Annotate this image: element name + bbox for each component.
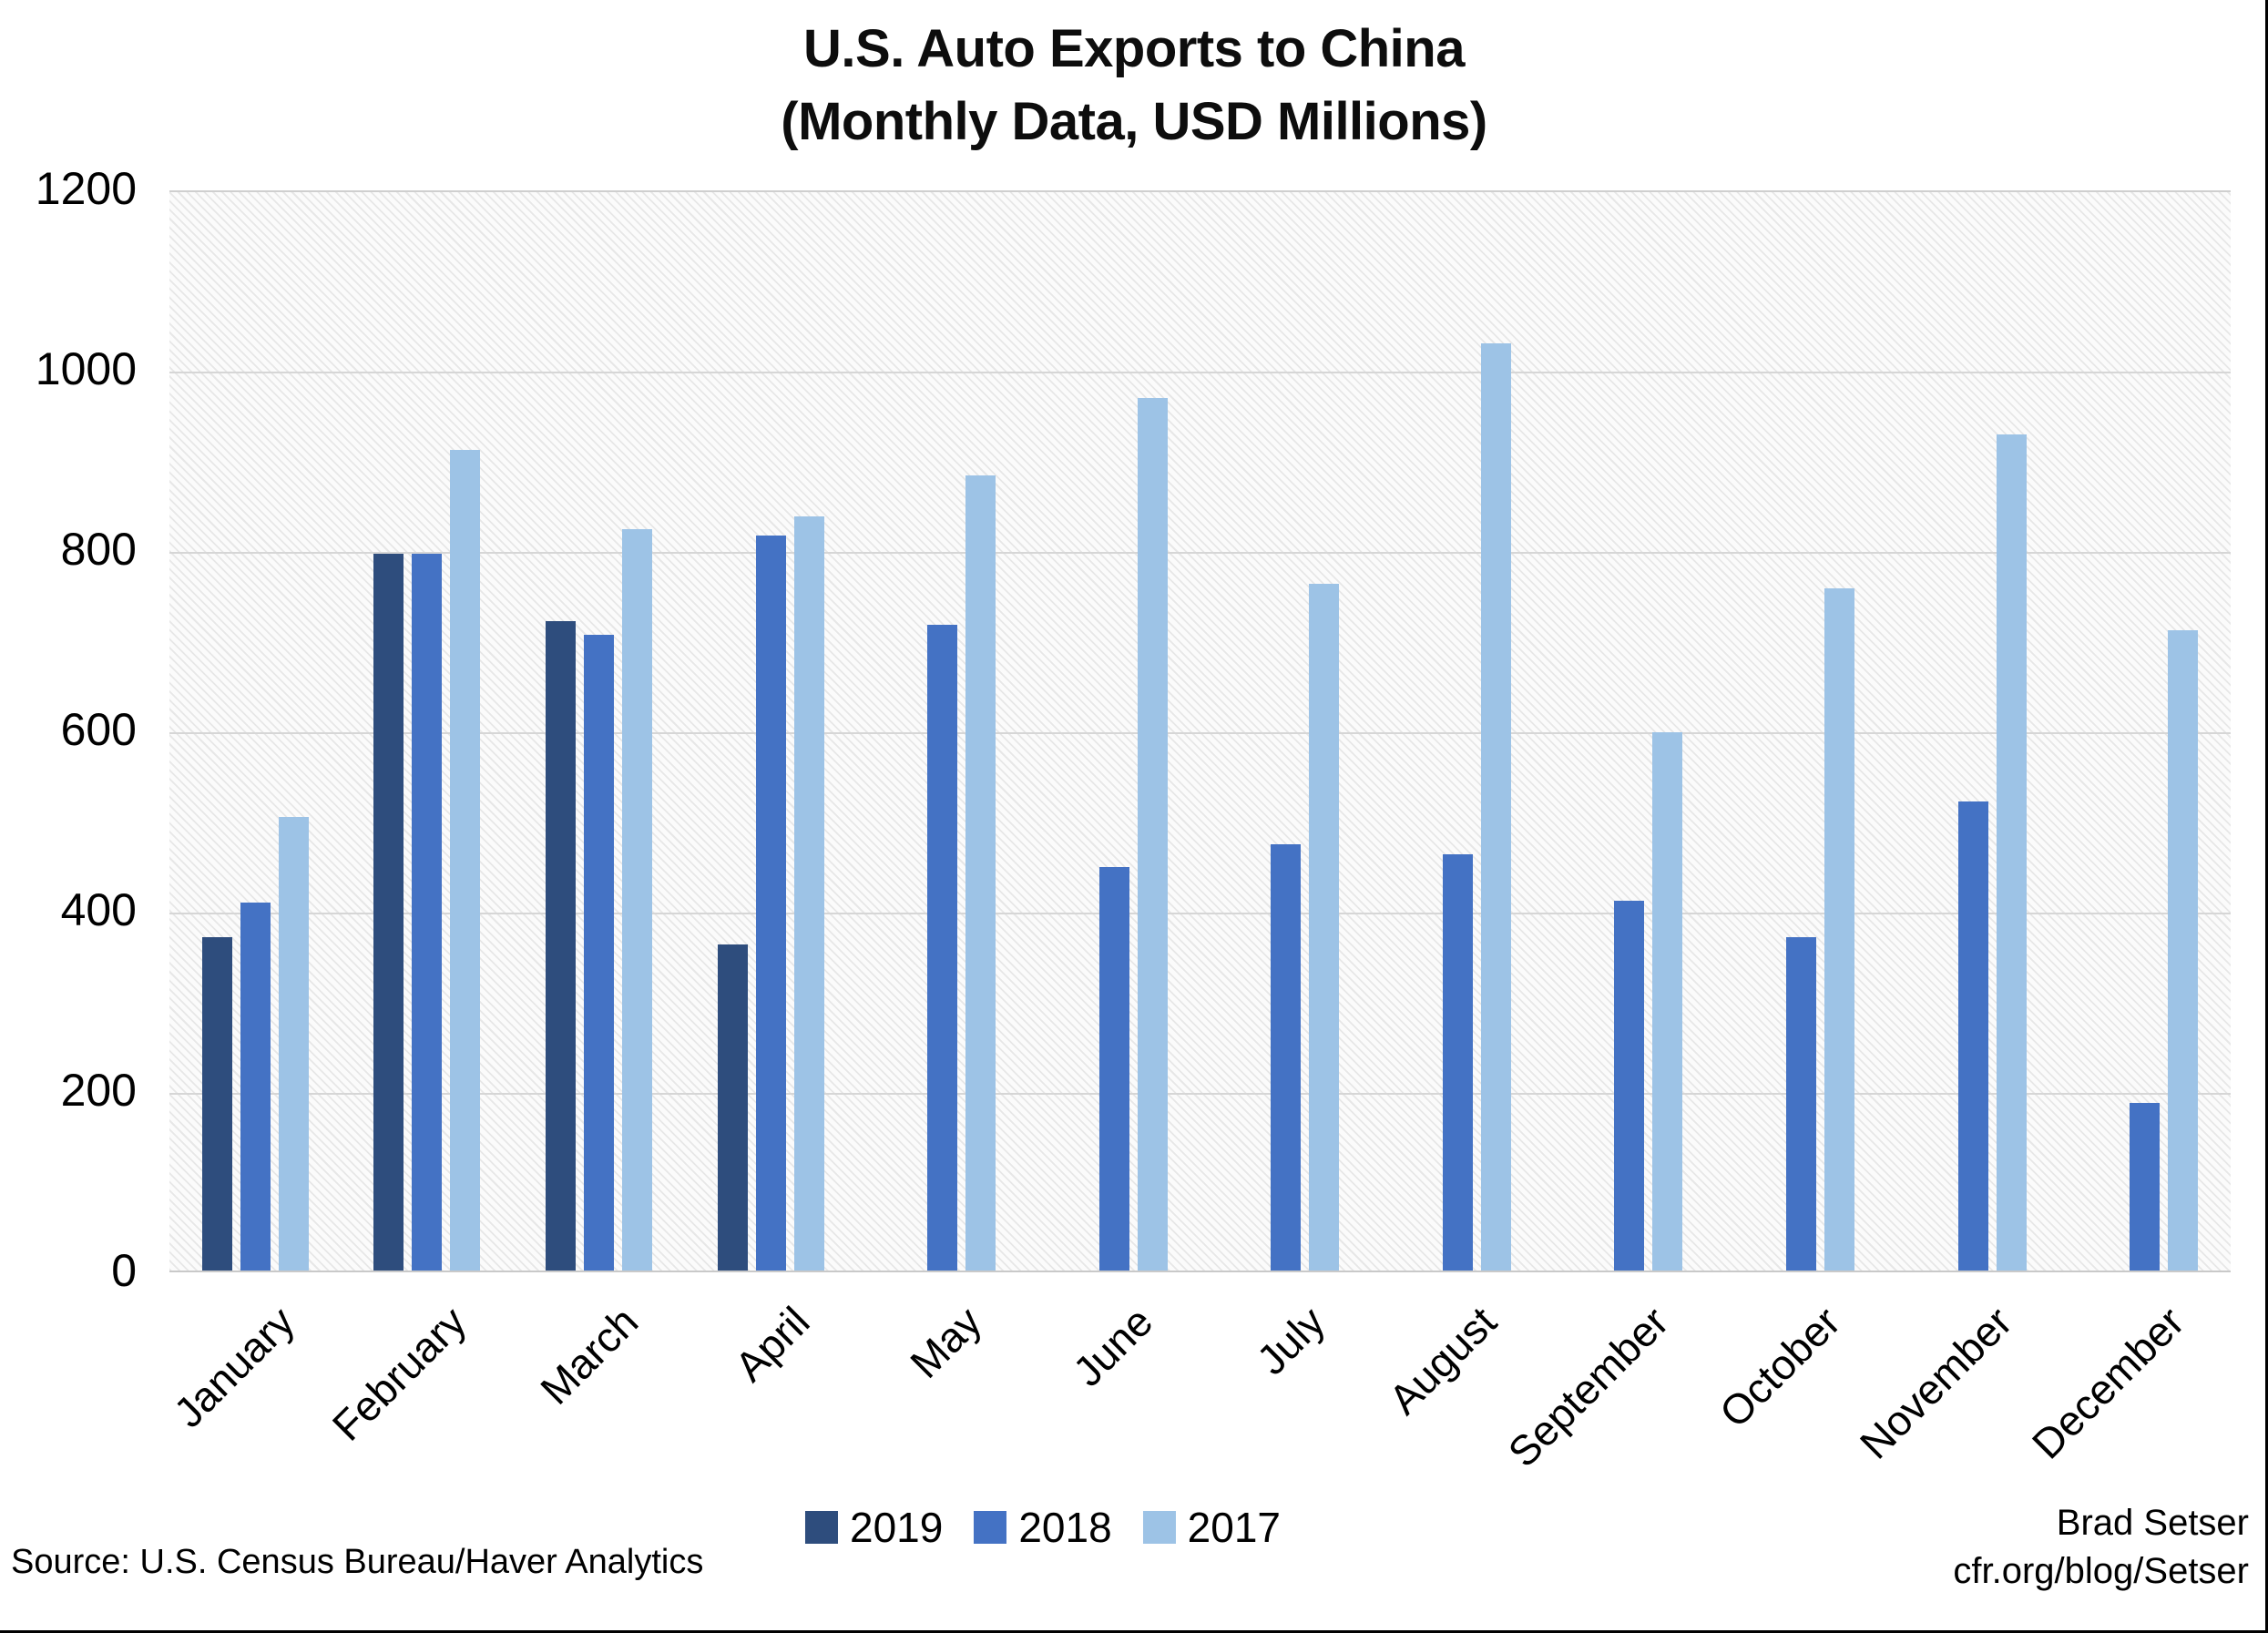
bar-2018-july bbox=[1271, 843, 1302, 1271]
y-tick-label-0: 0 bbox=[111, 1245, 137, 1296]
bar-2018-august bbox=[1442, 853, 1473, 1271]
y-tick-label-600: 600 bbox=[60, 704, 137, 755]
bar-2019-april bbox=[717, 944, 748, 1271]
y-tick-label-400: 400 bbox=[60, 884, 137, 935]
chart-title: U.S. Auto Exports to China (Monthly Data… bbox=[0, 13, 2265, 158]
bar-2019-march bbox=[545, 621, 576, 1271]
x-tick-label-june: June bbox=[1064, 1297, 1162, 1396]
bar-2017-january bbox=[278, 817, 309, 1271]
bar-2018-september bbox=[1614, 901, 1645, 1271]
legend-label-2017: 2017 bbox=[1187, 1504, 1282, 1551]
y-tick-label-1200: 1200 bbox=[35, 163, 137, 214]
y-tick-label-800: 800 bbox=[60, 524, 137, 575]
legend-swatch-2017 bbox=[1142, 1511, 1176, 1544]
bar-2018-april bbox=[755, 536, 786, 1271]
x-tick-label-march: March bbox=[530, 1297, 647, 1414]
legend-label-2018: 2018 bbox=[1018, 1504, 1112, 1551]
bar-2017-november bbox=[1996, 434, 2027, 1271]
attribution: Brad Setser cfr.org/blog/Setser bbox=[1953, 1499, 2249, 1596]
attribution-author: Brad Setser bbox=[2056, 1503, 2249, 1543]
bar-2017-june bbox=[1137, 397, 1168, 1271]
x-tick-label-november: November bbox=[1850, 1297, 2021, 1468]
chart-title-line2: (Monthly Data, USD Millions) bbox=[781, 92, 1487, 151]
y-tick-label-1000: 1000 bbox=[35, 343, 137, 394]
x-tick-label-may: May bbox=[900, 1297, 991, 1387]
bar-2017-march bbox=[621, 529, 652, 1271]
gridline-800 bbox=[169, 552, 2231, 554]
bar-2018-june bbox=[1098, 867, 1129, 1271]
legend-item-2018: 2018 bbox=[974, 1503, 1112, 1552]
plot-area bbox=[169, 190, 2231, 1272]
bar-2017-may bbox=[965, 475, 996, 1271]
bar-2018-october bbox=[1786, 936, 1817, 1271]
bar-2017-october bbox=[1824, 587, 1855, 1271]
legend-item-2019: 2019 bbox=[804, 1503, 944, 1552]
bar-2019-january bbox=[201, 936, 232, 1271]
x-tick-label-december: December bbox=[2022, 1297, 2193, 1468]
y-tick-label-200: 200 bbox=[60, 1065, 137, 1116]
x-tick-label-october: October bbox=[1710, 1297, 1850, 1437]
bar-2017-august bbox=[1480, 343, 1511, 1271]
legend-label-2019: 2019 bbox=[849, 1504, 944, 1551]
attribution-url: cfr.org/blog/Setser bbox=[1953, 1551, 2249, 1591]
gridline-1000 bbox=[169, 372, 2231, 373]
bar-2018-march bbox=[583, 635, 614, 1271]
x-tick-label-august: August bbox=[1379, 1297, 1506, 1424]
bar-2017-february bbox=[450, 450, 481, 1271]
x-tick-label-july: July bbox=[1247, 1297, 1334, 1384]
bar-2018-january bbox=[240, 903, 271, 1271]
legend-item-2017: 2017 bbox=[1142, 1503, 1282, 1552]
gridline-400 bbox=[169, 913, 2231, 914]
bar-2018-november bbox=[1957, 801, 1988, 1271]
legend-swatch-2019 bbox=[804, 1511, 838, 1544]
bar-2017-september bbox=[1652, 731, 1683, 1271]
bar-2018-february bbox=[412, 553, 443, 1271]
chart-title-line1: U.S. Auto Exports to China bbox=[803, 19, 1465, 78]
gridline-600 bbox=[169, 732, 2231, 734]
bar-2019-february bbox=[373, 553, 404, 1271]
bar-2017-december bbox=[2168, 630, 2199, 1271]
x-tick-label-september: September bbox=[1498, 1297, 1678, 1476]
legend-swatch-2018 bbox=[974, 1511, 1007, 1544]
bar-2017-april bbox=[793, 516, 824, 1271]
legend: 2019 2018 2017 bbox=[804, 1503, 1282, 1552]
x-tick-label-april: April bbox=[725, 1297, 819, 1391]
x-tick-label-january: January bbox=[164, 1297, 303, 1437]
bar-2018-december bbox=[2130, 1102, 2161, 1271]
gridline-200 bbox=[169, 1093, 2231, 1095]
bar-2018-may bbox=[927, 625, 958, 1271]
source-note: Source: U.S. Census Bureau/Haver Analyti… bbox=[11, 1543, 704, 1581]
x-tick-label-february: February bbox=[322, 1297, 475, 1450]
bar-2017-july bbox=[1309, 583, 1340, 1271]
